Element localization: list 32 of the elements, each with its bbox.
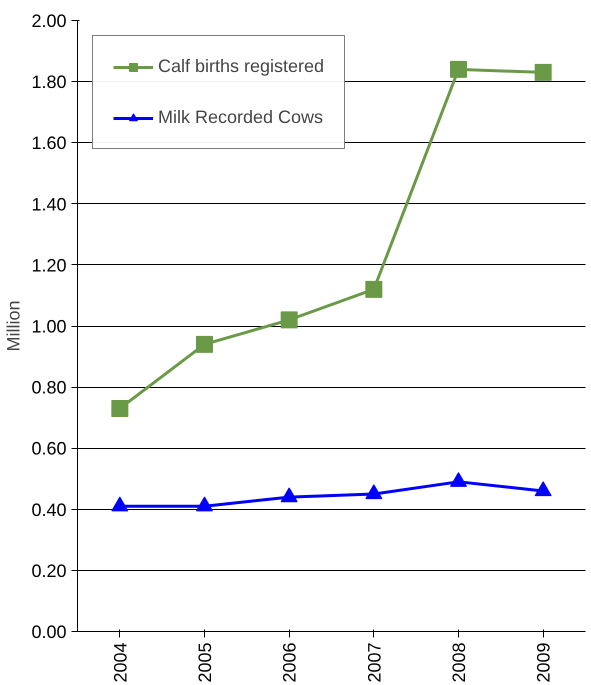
point	[196, 496, 213, 512]
x-tick-label: 2006	[280, 642, 300, 683]
point	[534, 481, 552, 496]
y-tick-label: 2.00	[31, 11, 67, 31]
y-tick-label: 0.00	[31, 622, 67, 642]
x-tick-label: 2007	[364, 642, 384, 683]
legend-label: Calf births registered	[158, 56, 324, 77]
point	[365, 484, 382, 500]
point	[534, 64, 552, 81]
y-tick-label: 0.40	[31, 500, 67, 520]
point	[280, 487, 298, 502]
point	[196, 336, 213, 353]
point	[365, 280, 382, 298]
x-tick-label: 2008	[449, 642, 469, 683]
y-tick-label: 1.20	[31, 255, 67, 276]
point	[111, 496, 128, 512]
y-axis-title: Million	[3, 300, 24, 352]
point	[450, 472, 467, 487]
x-tick-label: 2004	[110, 642, 130, 683]
point	[450, 60, 467, 78]
y-tick-label: 1.00	[31, 316, 67, 336]
x-tick-label: 2009	[534, 642, 554, 683]
y-tick-label: 0.20	[31, 560, 67, 581]
x-tick-label: 2005	[195, 642, 215, 683]
y-tick-label: 0.60	[31, 438, 67, 459]
y-tick-label: 1.60	[31, 133, 67, 154]
y-tick-label: 0.80	[31, 378, 67, 398]
point	[280, 311, 298, 328]
y-tick-label: 1.40	[31, 194, 67, 214]
legend-label: Milk Recorded Cows	[158, 107, 324, 128]
y-tick-label: 1.80	[31, 72, 67, 92]
point	[111, 400, 128, 417]
